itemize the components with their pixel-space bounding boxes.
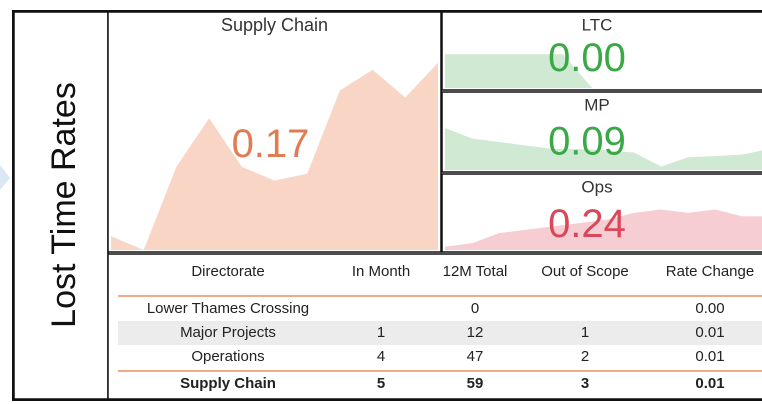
panel-title: Supply Chain [221,15,328,35]
table-cell: 4 [377,348,385,365]
side-title: Lost Time Rates [45,82,83,328]
column-header: In Month [352,263,410,280]
sparkline-area [445,128,762,170]
total-cell: 5 [377,375,385,392]
table-cell: 2 [581,348,589,365]
column-header: 12M Total [443,263,508,280]
table-cell: Operations [191,348,264,365]
column-header: Out of Scope [541,263,629,280]
panel-value: 0.24 [548,202,626,246]
outer-frame [12,10,762,401]
table-cell: Major Projects [180,324,276,341]
table-cell: Lower Thames Crossing [147,300,309,317]
total-cell: Supply Chain [180,375,276,392]
table-cell: 12 [467,324,484,341]
table-cell: 47 [467,348,484,365]
table-cell: 1 [377,324,385,341]
sparkline-area [111,62,438,250]
table-cell: 0 [471,300,479,317]
table-cell: 0.00 [695,300,724,317]
row-stripe [118,321,762,345]
sparkline-area [445,209,762,250]
total-cell: 3 [581,375,589,392]
side-panel [13,11,109,400]
table-cell: 1 [581,324,589,341]
table-cell: 0.01 [695,348,724,365]
panel-title: MP [584,95,610,114]
panel-value: 0.17 [232,122,310,166]
table-cell: 0.01 [695,324,724,341]
column-header: Directorate [191,263,264,280]
total-cell: 59 [467,375,484,392]
sparkline-area [445,54,762,88]
panel-value: 0.09 [548,120,626,164]
panel-title: Ops [581,177,612,196]
column-header: Rate Change [666,263,754,280]
panel-value: 0.00 [548,36,626,80]
side-arrow [0,165,10,190]
panel-title: LTC [582,15,613,34]
total-cell: 0.01 [695,375,724,392]
